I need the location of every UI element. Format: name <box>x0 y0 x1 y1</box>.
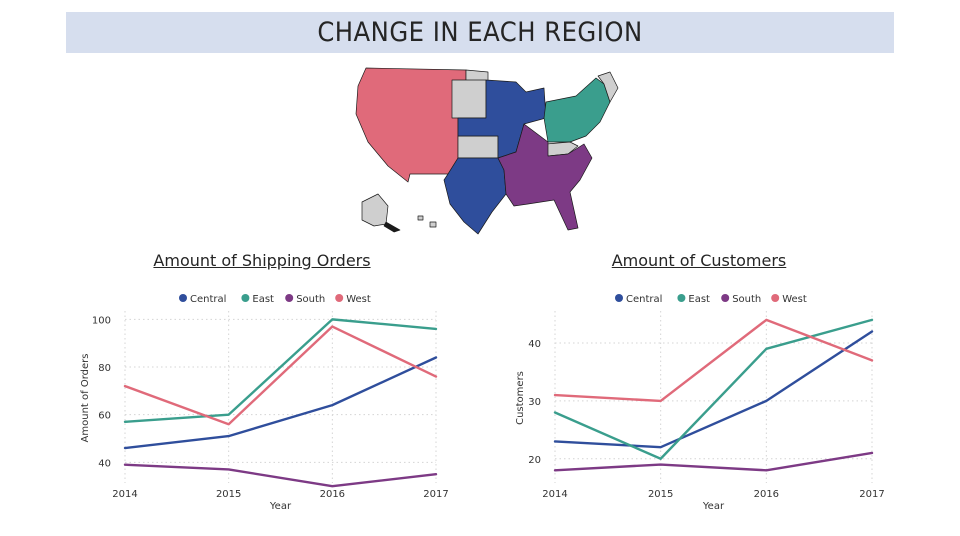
customers-chart[interactable]: Central East South West 20 30 40 2014 2015 2016 20… <box>505 285 925 520</box>
legend-item-east: East <box>677 294 710 305</box>
map-alaska[interactable] <box>361 193 389 227</box>
x-tick-label: 2014 <box>112 489 137 500</box>
map-hawaii[interactable] <box>417 215 437 228</box>
legend-label: Central <box>626 294 662 305</box>
map-other-plains[interactable] <box>451 79 487 119</box>
x-tick-label: 2014 <box>542 489 567 500</box>
map-east-region[interactable] <box>543 77 611 143</box>
legend-marker <box>335 294 344 302</box>
y-tick-label: 20 <box>528 455 541 466</box>
x-tick-label: 2017 <box>859 489 884 500</box>
us-region-map[interactable] <box>348 62 623 237</box>
legend-label: West <box>346 294 371 305</box>
legend-label: West <box>782 294 807 305</box>
x-tick-label: 2017 <box>423 489 448 500</box>
series-line-south <box>123 463 438 488</box>
series-line-central <box>553 330 874 449</box>
legend-item-central: Central <box>615 294 662 305</box>
series-line-west <box>553 318 874 403</box>
y-tick-label: 40 <box>98 458 111 469</box>
legend-label: East <box>688 294 710 305</box>
y-axis-title: Customers <box>515 371 526 425</box>
legend-item-south: South <box>285 294 325 305</box>
legend-item-west: West <box>771 294 807 305</box>
legend-marker <box>771 294 780 302</box>
y-axis-title: Amount of Orders <box>80 354 91 443</box>
map-alaska-tail <box>383 221 401 233</box>
legend-label: Central <box>190 294 226 305</box>
x-tick-label: 2015 <box>648 489 673 500</box>
map-west-region[interactable] <box>355 67 467 183</box>
series-line-central <box>123 356 438 450</box>
y-tick-label: 60 <box>98 411 111 422</box>
legend-item-south: South <box>721 294 761 305</box>
map-other-maine[interactable] <box>597 71 619 103</box>
legend-marker <box>179 294 187 302</box>
title-banner: CHANGE IN EACH REGION <box>66 12 894 53</box>
shipping-orders-chart[interactable]: Central East South West 40 60 80 100 2014 2015 201… <box>70 285 490 520</box>
legend-item-east: East <box>241 294 274 305</box>
chart1-title: Amount of Shipping Orders <box>153 251 371 270</box>
legend-marker <box>285 294 294 302</box>
series-line-east <box>553 318 874 460</box>
series-line-west <box>123 325 438 426</box>
legend-item-central: Central <box>179 294 226 305</box>
x-axis-title: Year <box>269 501 292 512</box>
chart2-title: Amount of Customers <box>611 251 787 270</box>
legend-marker <box>241 294 250 302</box>
y-tick-label: 30 <box>528 397 541 408</box>
legend-label: South <box>732 294 761 305</box>
map-central-texas[interactable] <box>443 157 507 235</box>
legend-marker <box>721 294 730 302</box>
map-other-kansas[interactable] <box>457 135 499 159</box>
x-axis-title: Year <box>702 501 725 512</box>
legend-label: South <box>296 294 325 305</box>
legend-marker <box>677 294 686 302</box>
x-tick-label: 2016 <box>320 489 345 500</box>
series-line-east <box>123 318 438 424</box>
x-tick-label: 2016 <box>754 489 779 500</box>
legend-label: East <box>252 294 274 305</box>
y-tick-label: 40 <box>528 339 541 350</box>
legend-item-west: West <box>335 294 371 305</box>
x-tick-label: 2015 <box>216 489 241 500</box>
series-line-south <box>553 451 874 472</box>
legend-marker <box>615 294 623 302</box>
map-south-region[interactable] <box>497 123 593 231</box>
y-tick-label: 80 <box>98 363 111 374</box>
y-tick-label: 100 <box>92 315 111 326</box>
page-title: CHANGE IN EACH REGION <box>317 17 643 48</box>
